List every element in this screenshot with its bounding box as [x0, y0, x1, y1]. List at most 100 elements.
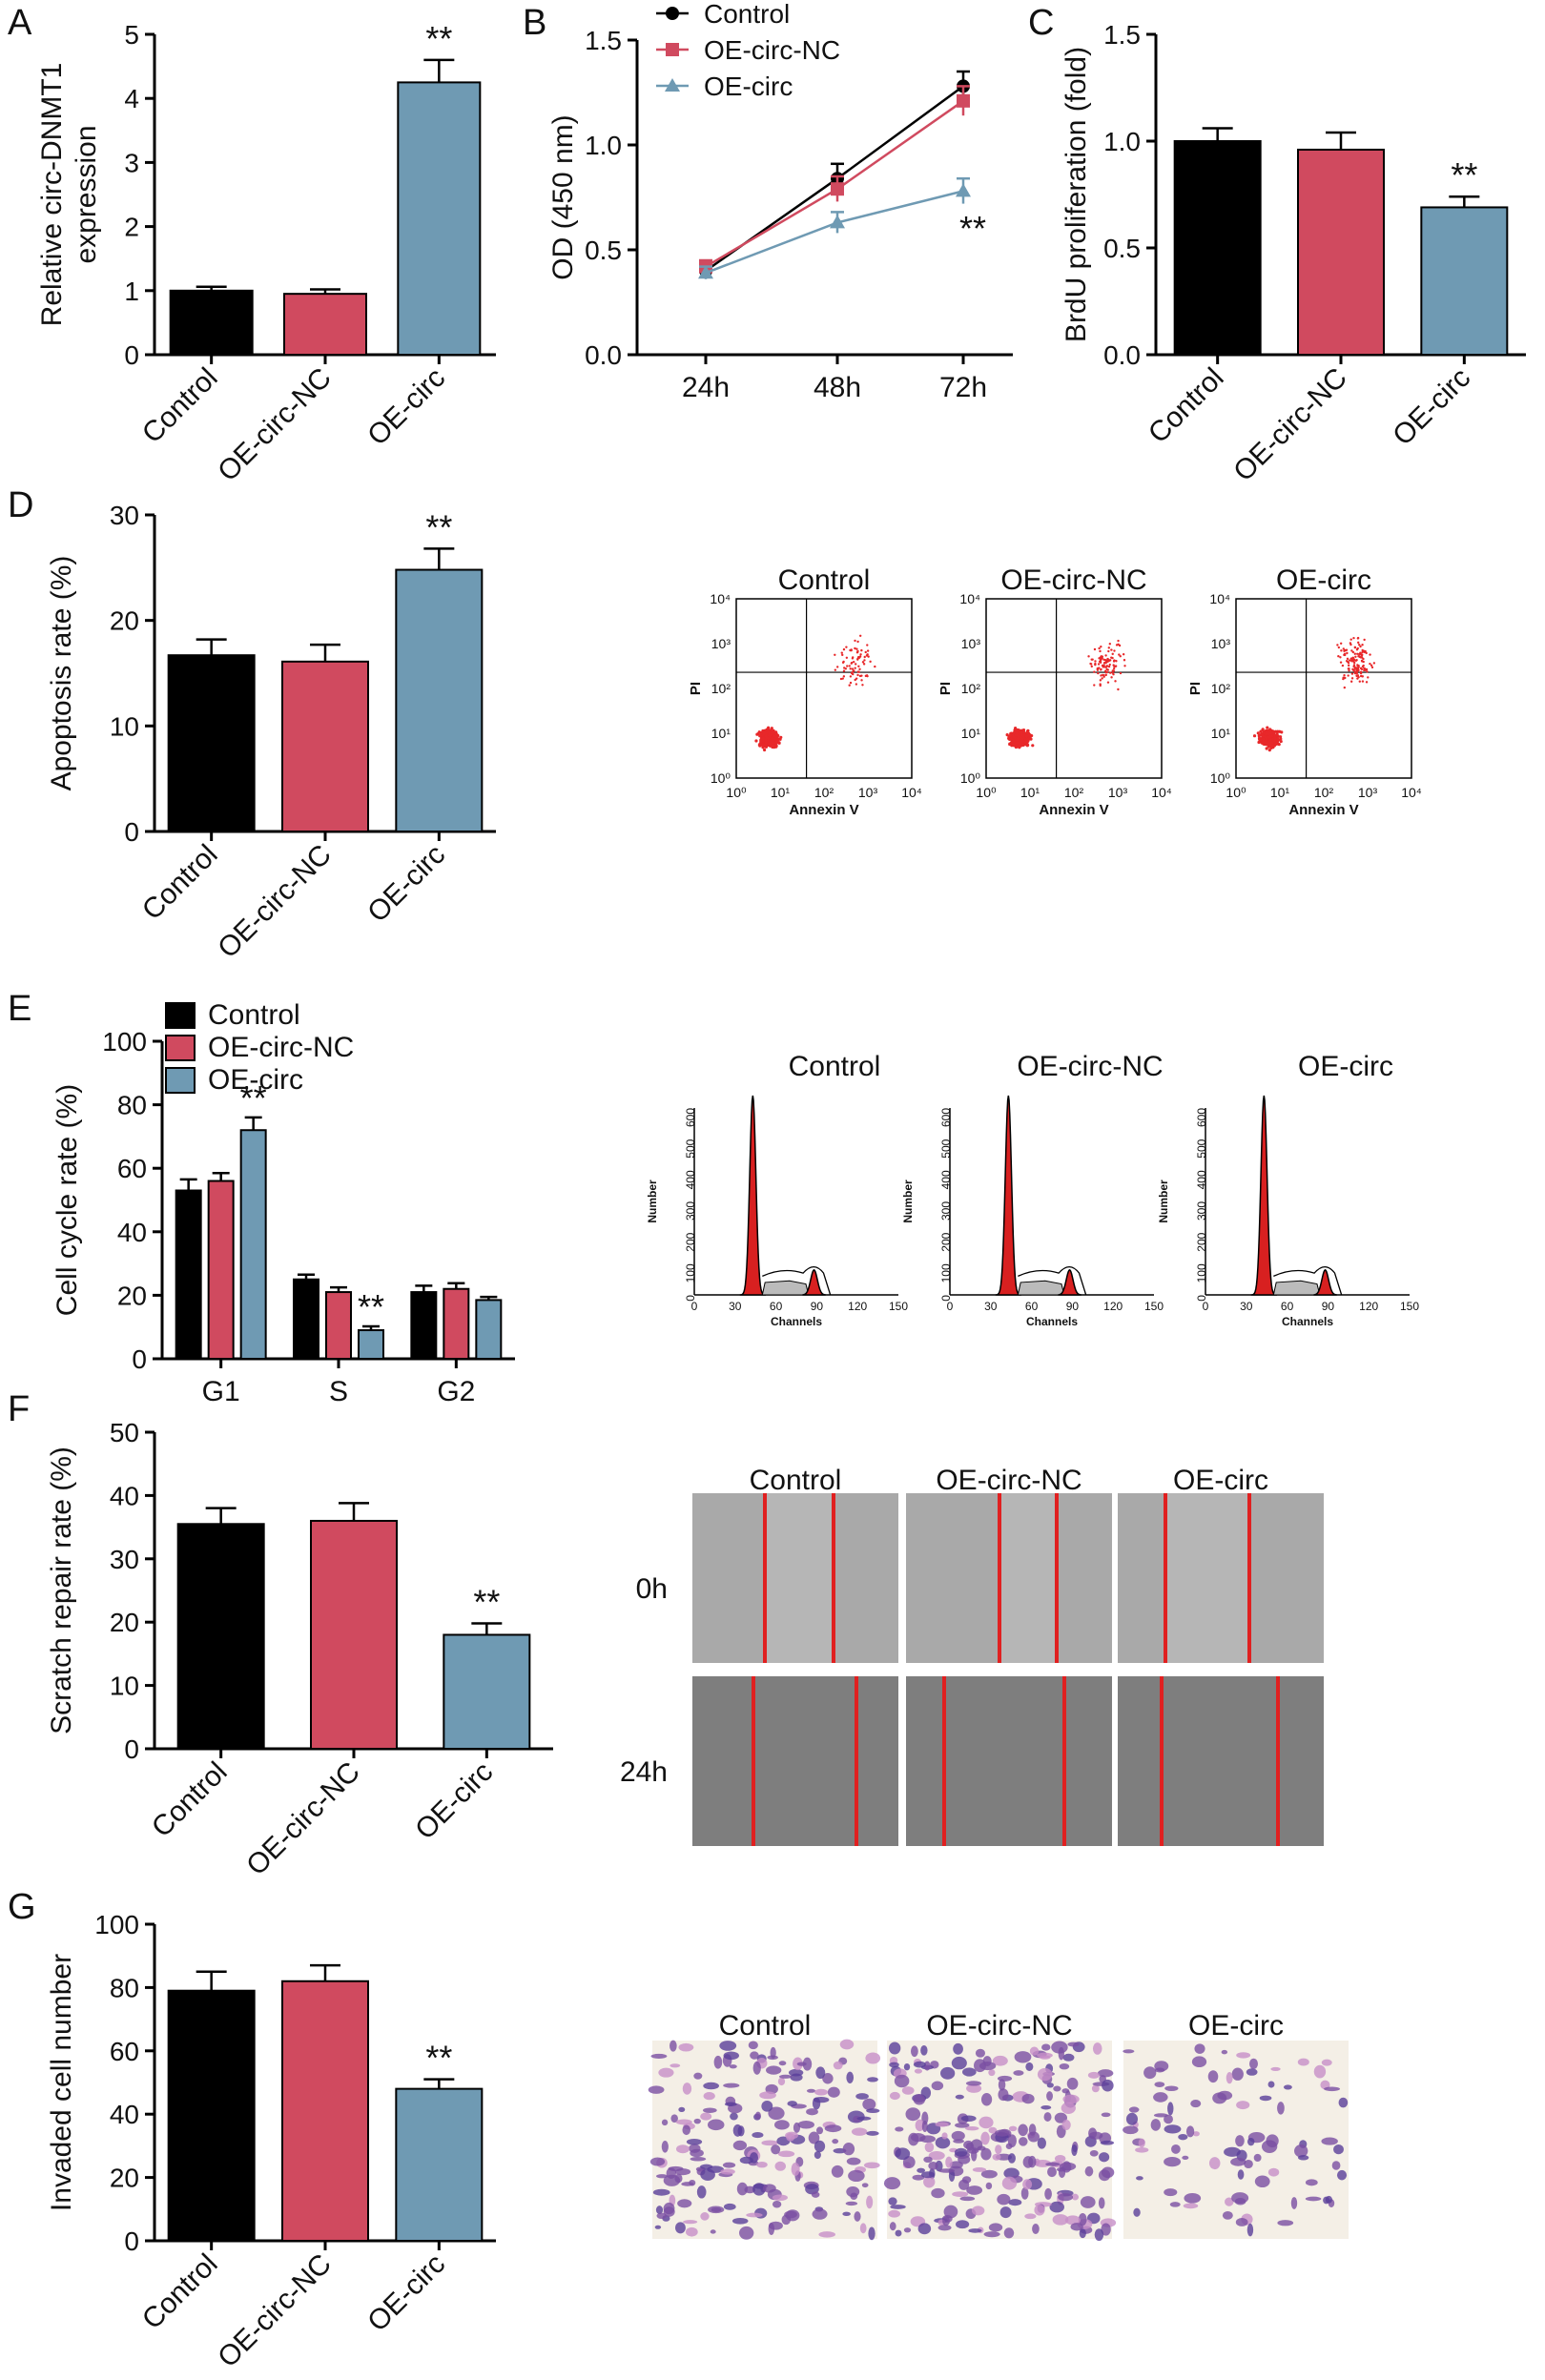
- x-tick-label: 0: [691, 1300, 698, 1313]
- cell-dot: [1108, 663, 1111, 667]
- invaded-cell: [746, 2212, 763, 2218]
- y-tick-label: 40: [110, 2100, 139, 2129]
- x-tick-label: G2: [437, 1376, 475, 1407]
- dot-cluster: [1005, 639, 1126, 749]
- invaded-cell: [1024, 2213, 1037, 2220]
- x-tick-label: 60: [770, 1300, 783, 1313]
- cell-dot: [1267, 749, 1271, 752]
- invaded-cell: [912, 2174, 925, 2181]
- cell-dot: [774, 740, 778, 744]
- panel-f-chart: 0 10 20 30 40 50 Scratch repair rate (%) Contro…: [46, 1418, 553, 1881]
- invaded-cell: [956, 2220, 970, 2229]
- cell-dot: [1361, 665, 1365, 668]
- cell-dot: [1356, 652, 1359, 655]
- y-tick-label: 60: [110, 2037, 139, 2066]
- cell-dot: [863, 659, 866, 662]
- invaded-cell: [752, 2061, 761, 2075]
- invaded-cell: [1128, 2106, 1140, 2113]
- cell-dot: [1347, 667, 1350, 670]
- invaded-cell: [890, 2205, 906, 2209]
- x-tick-label: 10³: [1358, 785, 1378, 800]
- cell-dot: [1108, 643, 1112, 646]
- cell-dot: [856, 658, 859, 661]
- cell-dot: [762, 748, 767, 752]
- invaded-cell: [1313, 2064, 1327, 2079]
- invaded-cell: [1231, 2067, 1244, 2081]
- invaded-cell: [942, 2216, 950, 2226]
- cell-dot: [1339, 642, 1343, 645]
- cell-dot: [777, 741, 781, 745]
- invaded-cell: [808, 2131, 820, 2144]
- invaded-cell: [772, 2194, 788, 2202]
- invaded-cell: [761, 2140, 778, 2146]
- invaded-cell: [732, 2140, 748, 2151]
- invaded-cell: [1297, 2058, 1309, 2066]
- invaded-cell: [724, 2102, 737, 2106]
- invaded-cell: [816, 2126, 824, 2135]
- y-tick-label: 10: [110, 1672, 139, 1701]
- invaded-cell: [773, 2120, 790, 2130]
- invaded-cell: [1013, 2070, 1024, 2076]
- invaded-cell: [1101, 2112, 1111, 2118]
- bar: [207, 1180, 235, 1361]
- cell-dot: [859, 653, 862, 656]
- fit-envelope: [762, 1265, 832, 1296]
- invaded-cell: [1080, 2196, 1096, 2208]
- cell-dot: [848, 665, 851, 667]
- cell-dot: [1097, 663, 1101, 666]
- invaded-cell: [895, 2147, 911, 2161]
- invaded-cell: [971, 2206, 985, 2216]
- invaded-cell: [905, 2107, 921, 2122]
- data-point: [698, 265, 713, 279]
- cell-dot: [1279, 739, 1283, 744]
- invaded-cell: [966, 2185, 983, 2195]
- invaded-cell: [796, 2062, 807, 2066]
- x-axis-label: Channels: [1026, 1315, 1078, 1328]
- cell-dot: [1361, 680, 1365, 683]
- invaded-cell: [787, 2101, 797, 2107]
- invaded-cell: [1094, 2228, 1104, 2242]
- cell-dot: [1104, 654, 1107, 657]
- scratch-background: [692, 1676, 898, 1846]
- panel-c-chart: 0.0 0.5 1.0 1.5 BrdU proliferation (fold) Con…: [1061, 20, 1526, 487]
- y-tick-label: 0.5: [1103, 234, 1141, 263]
- s-phase-area: [1272, 1280, 1321, 1296]
- cell-dot: [1027, 733, 1032, 737]
- cell-dot: [1271, 729, 1275, 733]
- scratch-column-title: OE-circ: [1173, 1465, 1268, 1496]
- cell-dot: [1017, 737, 1020, 741]
- x-tick-label: Control: [136, 839, 224, 927]
- bar: [176, 1523, 265, 1751]
- cell-dot: [1099, 683, 1102, 686]
- cell-dot: [778, 737, 782, 741]
- invaded-cell: [868, 2226, 876, 2241]
- invaded-cell: [650, 2053, 668, 2059]
- data-point: [957, 93, 970, 108]
- cell-dot: [1259, 738, 1263, 742]
- y-tick-label: 10⁴: [959, 591, 980, 606]
- g2-peak: [802, 1268, 826, 1296]
- x-tick-label: 150: [1144, 1300, 1164, 1313]
- invaded-cell: [1123, 2125, 1139, 2135]
- invaded-cell: [748, 2041, 758, 2050]
- cell-dot: [1361, 650, 1364, 654]
- x-tick-label: 120: [848, 1300, 867, 1313]
- cell-dot: [1341, 664, 1345, 667]
- invaded-cell: [736, 2182, 748, 2196]
- x-tick-label: Control: [146, 1756, 234, 1844]
- cell-dot: [1364, 649, 1367, 653]
- panel-label-f: F: [8, 1389, 30, 1429]
- cell-dot: [765, 735, 769, 740]
- cell-dot: [840, 651, 843, 654]
- legend-swatch: [165, 1035, 196, 1061]
- y-tick-label: 20: [117, 1281, 147, 1310]
- cell-dot: [771, 737, 774, 741]
- invaded-cell: [678, 2106, 686, 2113]
- invaded-cell: [1207, 2070, 1219, 2083]
- y-tick-label: 0.0: [1103, 340, 1141, 370]
- significance-label: **: [425, 507, 452, 546]
- cell-dot: [842, 675, 846, 678]
- invaded-cell: [988, 2069, 996, 2077]
- invaded-cell: [761, 2100, 773, 2112]
